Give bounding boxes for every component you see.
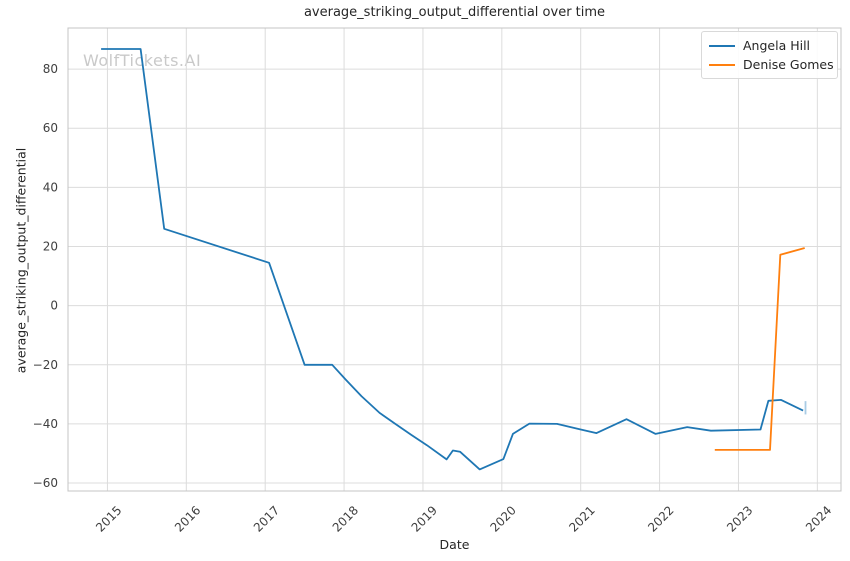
legend-line-swatch-denise-gomes bbox=[709, 63, 735, 66]
x-tick-label: 2021 bbox=[566, 503, 597, 534]
x-tick-label: 2017 bbox=[251, 503, 282, 534]
legend-item-denise-gomes: Denise Gomes bbox=[709, 55, 837, 74]
y-tick-label: 80 bbox=[43, 62, 58, 76]
y-tick-label: 0 bbox=[50, 299, 58, 313]
legend: Angela Hill Denise Gomes bbox=[701, 31, 838, 79]
series-line-denise-gomes bbox=[714, 247, 805, 451]
x-tick-label: 2019 bbox=[409, 503, 440, 534]
y-tick-label: 40 bbox=[43, 180, 58, 194]
legend-item-angela-hill: Angela Hill bbox=[709, 36, 837, 55]
x-axis-label: Date bbox=[439, 537, 470, 552]
x-tick-label: 2024 bbox=[803, 503, 834, 534]
y-tick-label: −40 bbox=[33, 417, 58, 431]
y-tick-label: 60 bbox=[43, 121, 58, 135]
y-tick-label: 20 bbox=[43, 239, 58, 253]
x-tick-label: 2022 bbox=[645, 503, 676, 534]
chart-title: average_striking_output_differential ove… bbox=[303, 5, 606, 20]
axes-spines bbox=[67, 27, 842, 492]
series-line-angela-hill bbox=[101, 48, 804, 471]
x-tick-label: 2015 bbox=[93, 503, 124, 534]
legend-label-angela-hill: Angela Hill bbox=[743, 38, 811, 53]
x-tick-label: 2016 bbox=[172, 503, 203, 534]
y-tick-label: −20 bbox=[33, 358, 58, 372]
x-tick-label: 2020 bbox=[487, 503, 518, 534]
x-tick-label: 2018 bbox=[330, 503, 361, 534]
y-tick-label: −60 bbox=[33, 476, 58, 490]
x-tick-label: 2023 bbox=[724, 503, 755, 534]
legend-label-denise-gomes: Denise Gomes bbox=[743, 57, 834, 72]
legend-line-swatch-angela-hill bbox=[709, 44, 735, 47]
